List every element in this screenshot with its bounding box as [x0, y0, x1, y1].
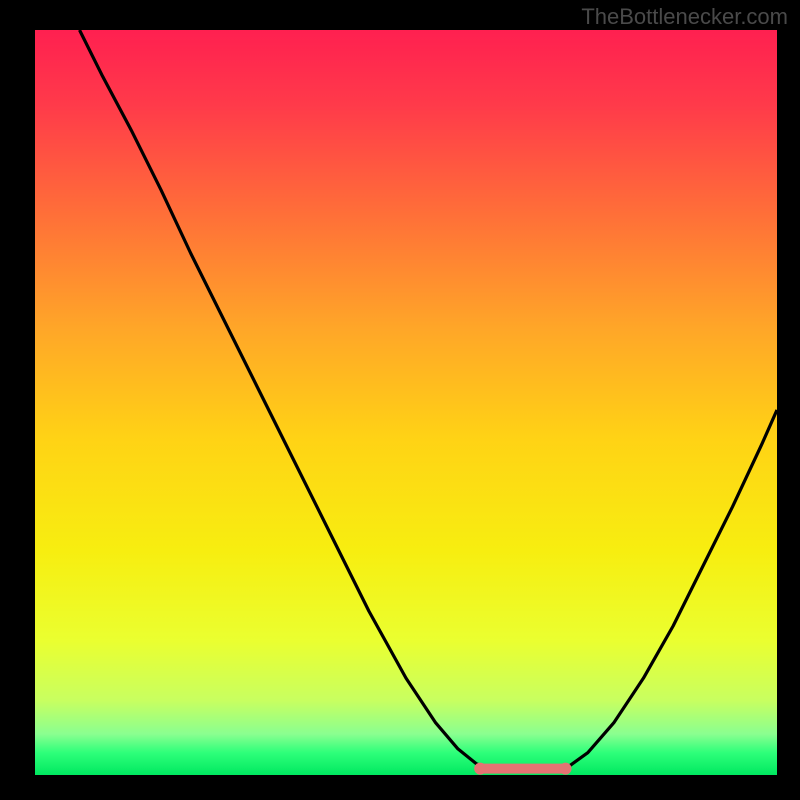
- bottleneck-chart: [35, 30, 777, 775]
- chart-background: [35, 30, 777, 775]
- watermark-text: TheBottlenecker.com: [581, 4, 788, 30]
- optimal-segment: [474, 763, 571, 775]
- chart-svg: [35, 30, 777, 775]
